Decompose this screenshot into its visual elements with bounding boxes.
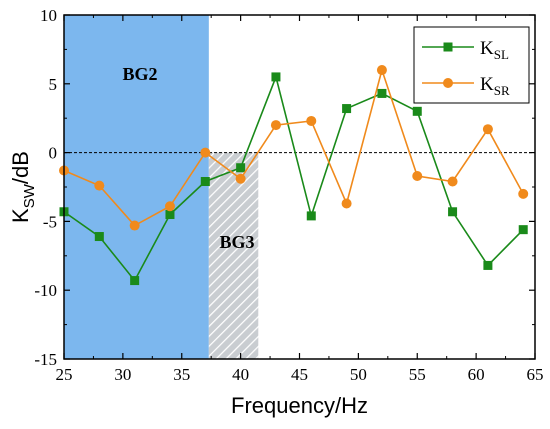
x-tick-label: 60 bbox=[468, 365, 485, 384]
y-tick-label: 0 bbox=[49, 144, 58, 163]
x-tick-label: 25 bbox=[56, 365, 73, 384]
point-sl bbox=[483, 260, 493, 270]
series-sr bbox=[59, 65, 529, 231]
legend-label: KSR bbox=[480, 74, 510, 98]
x-tick-label: 65 bbox=[527, 365, 544, 384]
y-tick-label: 5 bbox=[49, 75, 58, 94]
legend-item-sl: KSL bbox=[422, 38, 509, 62]
point-sr bbox=[270, 120, 281, 131]
series-sl bbox=[59, 72, 528, 286]
point-sr bbox=[306, 115, 317, 126]
y-tick-label: 10 bbox=[40, 6, 57, 25]
y-tick-label: -5 bbox=[43, 212, 57, 231]
point-sl bbox=[306, 211, 316, 221]
point-sr bbox=[412, 170, 423, 181]
y-tick-label: -10 bbox=[34, 281, 57, 300]
legend-items: KSL KSR bbox=[422, 38, 510, 98]
legend-label: KSL bbox=[480, 38, 509, 62]
point-sl bbox=[448, 207, 458, 217]
region-bg3 bbox=[208, 152, 259, 359]
point-sl bbox=[236, 163, 246, 173]
point-sr bbox=[341, 198, 352, 209]
legend: KSL KSR bbox=[413, 26, 530, 104]
point-sl bbox=[518, 225, 528, 235]
x-tick-label: 35 bbox=[173, 365, 190, 384]
y-axis-title-main: K bbox=[8, 208, 33, 223]
x-axis-title: Frequency/Hz bbox=[231, 393, 368, 418]
series-layer bbox=[59, 65, 529, 286]
point-sl bbox=[412, 106, 422, 116]
labels-layer: BG2 BG3 bbox=[122, 64, 254, 252]
point-sr bbox=[482, 124, 493, 135]
region-label-bg2: BG2 bbox=[122, 64, 157, 84]
point-sr bbox=[447, 176, 458, 187]
point-sr bbox=[518, 188, 529, 199]
x-tick-label: 30 bbox=[114, 365, 131, 384]
x-tick-label: 50 bbox=[350, 365, 367, 384]
x-tick-label: 55 bbox=[409, 365, 426, 384]
x-tick-label: 45 bbox=[291, 365, 308, 384]
x-tick-label: 40 bbox=[232, 365, 249, 384]
legend-item-sr: KSR bbox=[422, 74, 510, 98]
region-label-bg3: BG3 bbox=[219, 232, 254, 252]
point-sl bbox=[377, 88, 387, 98]
point-sl bbox=[165, 210, 175, 220]
point-sl bbox=[130, 276, 140, 286]
point-sr bbox=[129, 220, 140, 231]
legend-marker bbox=[443, 42, 453, 52]
point-sr bbox=[235, 173, 246, 184]
point-sl bbox=[94, 232, 104, 242]
y-axis-title-sub: SW bbox=[21, 183, 38, 208]
point-sr bbox=[164, 201, 175, 212]
legend-marker bbox=[443, 78, 453, 88]
series-line-sr bbox=[63, 67, 524, 227]
region-bg2 bbox=[64, 15, 209, 359]
y-axis-title: KSW/dB bbox=[8, 151, 38, 223]
point-sr bbox=[200, 147, 211, 158]
y-tick-label: -15 bbox=[34, 350, 57, 369]
series-line-sl bbox=[63, 74, 524, 283]
point-sr bbox=[376, 65, 387, 76]
point-sr bbox=[94, 180, 105, 191]
point-sl bbox=[342, 104, 352, 114]
point-sl bbox=[271, 72, 281, 82]
regions-layer bbox=[64, 15, 259, 359]
y-axis-title-unit: /dB bbox=[8, 151, 33, 184]
legend-box bbox=[413, 26, 530, 104]
point-sl bbox=[200, 176, 210, 186]
